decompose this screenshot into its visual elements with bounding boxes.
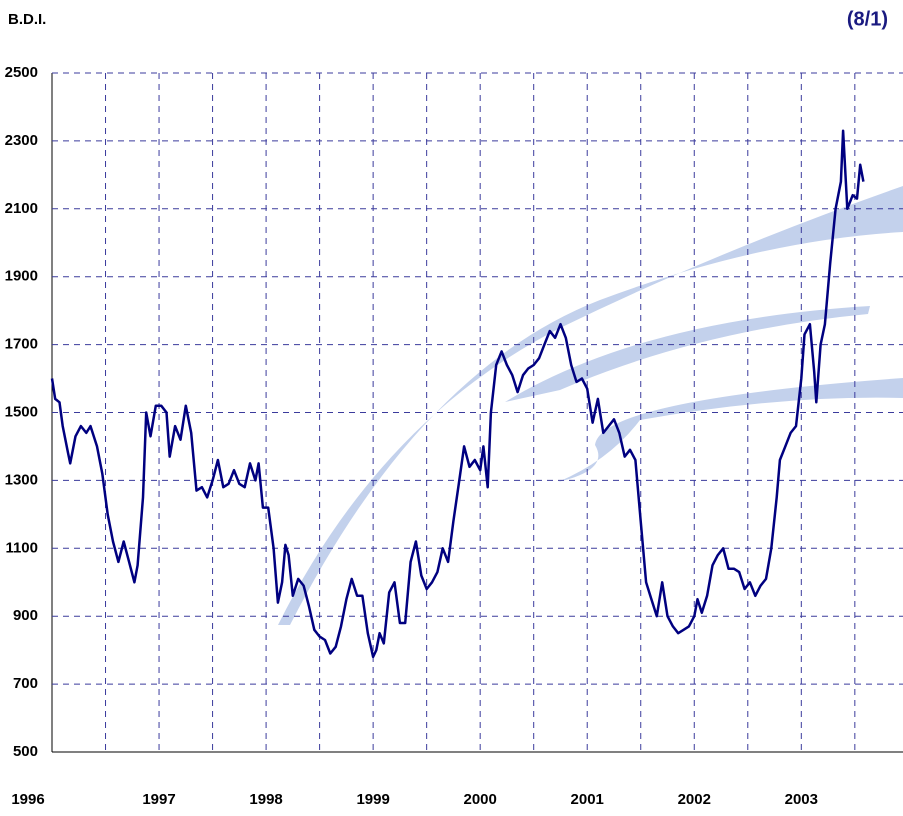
x-tick-label: 1996 <box>11 791 44 808</box>
y-tick-label: 1100 <box>5 539 38 556</box>
x-tick-label: 1997 <box>142 791 175 808</box>
x-tick-label: 1998 <box>249 791 282 808</box>
y-tick-label: 1500 <box>5 403 38 420</box>
y-tick-label: 2500 <box>5 64 38 81</box>
x-tick-label: 1999 <box>356 791 389 808</box>
y-tick-label: 1300 <box>5 471 38 488</box>
chart-subtitle: (8/1) <box>847 8 888 30</box>
y-tick-label: 1700 <box>5 336 38 353</box>
y-tick-label: 2100 <box>5 200 38 217</box>
chart-title: B.D.I. <box>8 11 46 28</box>
y-tick-label: 1900 <box>5 268 38 285</box>
y-tick-label: 700 <box>13 675 38 692</box>
y-tick-label: 900 <box>13 607 38 624</box>
y-tick-label: 2300 <box>5 132 38 149</box>
x-tick-label: 2002 <box>678 791 711 808</box>
x-tick-label: 2000 <box>463 791 496 808</box>
x-tick-label: 2003 <box>785 791 818 808</box>
x-tick-label: 2001 <box>571 791 604 808</box>
y-tick-label: 500 <box>13 743 38 760</box>
chart: B.D.I. (8/1) 500 700 900 1100 1300 1500 1700 19… <box>0 0 903 811</box>
